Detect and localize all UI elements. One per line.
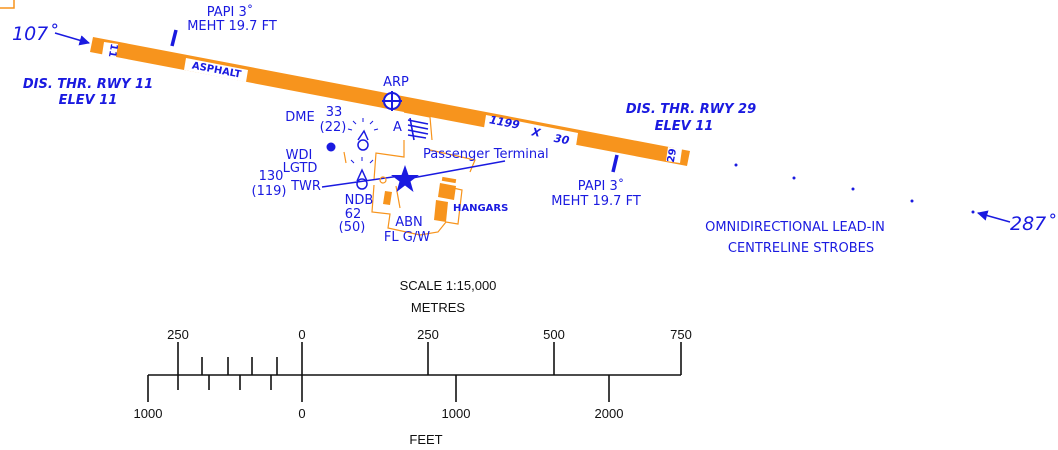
twr-position xyxy=(379,176,387,184)
hangar-buildings xyxy=(383,176,457,222)
runway-number-11: 11 xyxy=(106,43,119,59)
feet-scale-labels: 1000 0 1000 2000 xyxy=(134,406,624,421)
lead-in-label-2: CENTRELINE STROBES xyxy=(728,241,874,256)
runway-dimension-x: X xyxy=(530,125,542,140)
ndb-elevation: 62 xyxy=(345,207,362,222)
apron-label: A xyxy=(393,120,402,135)
runway-number-29: 29 xyxy=(666,148,679,164)
dimension-label-box xyxy=(484,115,578,146)
arp-icon xyxy=(382,91,402,111)
strobe-dot xyxy=(971,210,975,214)
flgw-label: FL G/W xyxy=(384,230,430,245)
strobe-dot xyxy=(734,163,738,167)
metres-tick-label: 250 xyxy=(417,327,439,342)
wdi-lgtd-label: LGTD xyxy=(283,161,318,176)
papi-west-meht: MEHT 19.7 FT xyxy=(187,19,277,34)
bearing-287: 287˚ xyxy=(1010,213,1056,235)
dis-thr-29-label: DIS. THR. RWY 29 xyxy=(626,102,756,117)
apron-area xyxy=(343,140,476,236)
map-frame-corner xyxy=(0,0,15,9)
abn-label: ABN xyxy=(395,215,423,230)
runway-number-box-11 xyxy=(102,42,118,57)
wdi-label: WDI xyxy=(286,148,313,163)
strobe-dot xyxy=(910,199,914,203)
metres-title: METRES xyxy=(411,300,466,315)
feet-tick-label: 2000 xyxy=(595,406,624,421)
runway-width: 30 xyxy=(553,132,571,148)
papi-west-label: PAPI 3˚ xyxy=(207,4,253,20)
papi-east-label: PAPI 3˚ xyxy=(578,178,624,194)
bearing-107-arrow xyxy=(54,32,91,46)
dme-icon xyxy=(347,118,379,151)
passenger-terminal-label: Passenger Terminal xyxy=(423,147,549,162)
metres-tick-label: 0 xyxy=(298,327,305,342)
metres-scale-labels: 250 0 250 500 750 xyxy=(167,327,692,342)
lead-in-strobes xyxy=(734,163,914,203)
ndb-label: NDB xyxy=(345,193,374,208)
dme-label: DME xyxy=(285,110,314,125)
airport-beacon-star-icon xyxy=(391,165,419,192)
scale-ratio: SCALE 1:15,000 xyxy=(400,278,497,293)
twr-label: TWR xyxy=(290,179,321,194)
terminal-leader-line xyxy=(411,160,506,179)
metres-tick-label: 750 xyxy=(670,327,692,342)
twr-leader-line xyxy=(321,175,401,188)
scale-bar xyxy=(147,342,682,402)
papi-east-marker xyxy=(611,154,619,173)
runway-length: 1199 xyxy=(488,113,521,132)
hangars-label: HANGARS xyxy=(453,203,508,214)
bearing-287-arrow xyxy=(976,210,1011,223)
dme-elevation: 33 xyxy=(326,105,343,120)
surface-label-box xyxy=(184,58,248,82)
papi-east-meht: MEHT 19.7 FT xyxy=(551,194,641,209)
apron-hatch xyxy=(407,117,429,141)
runway-number-box-29 xyxy=(666,147,682,163)
bearing-107: 107˚ xyxy=(12,23,58,45)
feet-tick-label: 0 xyxy=(298,406,305,421)
twr-elevation-ft: (119) xyxy=(252,184,287,199)
feet-tick-label: 1000 xyxy=(134,406,163,421)
twr-elevation: 130 xyxy=(259,169,284,184)
dis-thr-29-elev: ELEV 11 xyxy=(655,119,714,134)
dme-elevation-ft: (22) xyxy=(320,120,347,135)
metres-tick-label: 500 xyxy=(543,327,565,342)
papi-west-marker xyxy=(170,29,178,47)
feet-title: FEET xyxy=(409,432,442,447)
dis-thr-11-label: DIS. THR. RWY 11 xyxy=(23,77,153,92)
runway-dimensions: 1199 X 30 xyxy=(488,113,571,148)
ndb-elevation-ft: (50) xyxy=(339,220,366,235)
arp-label: ARP xyxy=(383,75,409,90)
taxiway-outline xyxy=(403,111,433,141)
strobe-dot xyxy=(792,176,796,180)
feet-tick-label: 1000 xyxy=(442,406,471,421)
metres-tick-label: 250 xyxy=(167,327,189,342)
windsock-icon xyxy=(326,142,336,152)
lead-in-label: OMNIDIRECTIONAL LEAD-IN xyxy=(705,220,885,235)
dis-thr-11-elev: ELEV 11 xyxy=(59,93,118,108)
ndb-icon xyxy=(350,157,374,190)
strobe-dot xyxy=(851,187,855,191)
